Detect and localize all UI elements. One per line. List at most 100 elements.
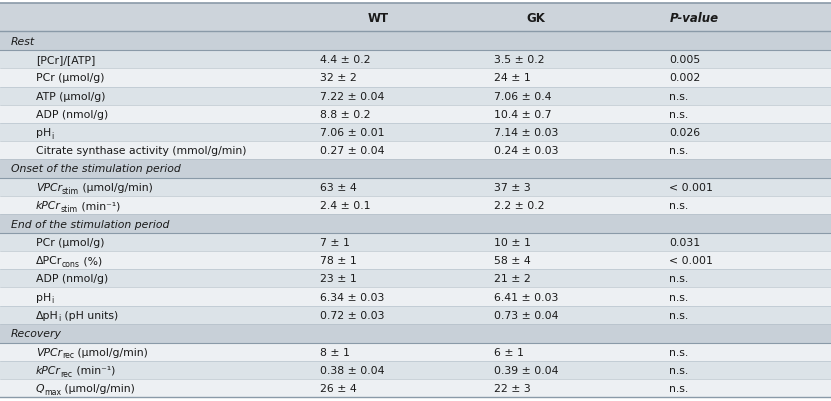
- Text: End of the stimulation period: End of the stimulation period: [11, 219, 170, 229]
- Text: n.s.: n.s.: [669, 347, 688, 357]
- Text: < 0.001: < 0.001: [669, 182, 713, 192]
- Text: ADP (nmol/g): ADP (nmol/g): [36, 109, 108, 119]
- Text: 63 ± 4: 63 ± 4: [320, 182, 356, 192]
- Text: 7.06 ± 0.4: 7.06 ± 0.4: [494, 91, 552, 101]
- Text: 58 ± 4: 58 ± 4: [494, 256, 531, 265]
- Text: (min⁻¹): (min⁻¹): [78, 200, 120, 211]
- Text: i: i: [58, 314, 61, 322]
- Bar: [0, 87, 831, 105]
- Text: n.s.: n.s.: [669, 383, 688, 393]
- Text: (μmol/g/min): (μmol/g/min): [61, 383, 135, 393]
- Text: n.s.: n.s.: [669, 109, 688, 119]
- Bar: [0, 196, 831, 215]
- Text: 2.4 ± 0.1: 2.4 ± 0.1: [320, 200, 371, 211]
- Text: rec: rec: [61, 350, 74, 359]
- Text: n.s.: n.s.: [669, 274, 688, 284]
- Text: i: i: [51, 131, 53, 140]
- Text: kPCr: kPCr: [36, 200, 61, 211]
- Text: 37 ± 3: 37 ± 3: [494, 182, 531, 192]
- Text: Recovery: Recovery: [11, 328, 61, 338]
- Text: pH: pH: [36, 292, 51, 302]
- Text: P-value: P-value: [669, 12, 719, 24]
- Text: 2.2 ± 0.2: 2.2 ± 0.2: [494, 200, 545, 211]
- Text: n.s.: n.s.: [669, 292, 688, 302]
- Text: GK: GK: [527, 12, 545, 24]
- Text: 0.002: 0.002: [669, 73, 701, 83]
- Bar: [0, 269, 831, 288]
- Text: 10 ± 1: 10 ± 1: [494, 237, 531, 247]
- Text: < 0.001: < 0.001: [669, 256, 713, 265]
- Bar: [0, 324, 831, 343]
- Text: [PCr]/[ATP]: [PCr]/[ATP]: [36, 55, 95, 65]
- Text: 26 ± 4: 26 ± 4: [320, 383, 356, 393]
- Text: Onset of the stimulation period: Onset of the stimulation period: [11, 164, 180, 174]
- Text: 0.39 ± 0.04: 0.39 ± 0.04: [494, 365, 559, 375]
- Text: 4.4 ± 0.2: 4.4 ± 0.2: [320, 55, 371, 65]
- Text: VPCr: VPCr: [36, 347, 61, 357]
- Text: 8.8 ± 0.2: 8.8 ± 0.2: [320, 109, 371, 119]
- Text: (μmol/g/min): (μmol/g/min): [74, 347, 148, 357]
- Text: ΔpH: ΔpH: [36, 310, 58, 320]
- Text: 0.73 ± 0.04: 0.73 ± 0.04: [494, 310, 559, 320]
- Text: 78 ± 1: 78 ± 1: [320, 256, 356, 265]
- Bar: [0, 215, 831, 233]
- Text: PCr (μmol/g): PCr (μmol/g): [36, 73, 104, 83]
- Bar: [0, 160, 831, 178]
- Text: 3.5 ± 0.2: 3.5 ± 0.2: [494, 55, 545, 65]
- Text: 6.41 ± 0.03: 6.41 ± 0.03: [494, 292, 558, 302]
- Text: PCr (μmol/g): PCr (μmol/g): [36, 237, 104, 247]
- Text: 8 ± 1: 8 ± 1: [320, 347, 350, 357]
- Bar: [0, 51, 831, 69]
- Text: 0.27 ± 0.04: 0.27 ± 0.04: [320, 146, 385, 156]
- Text: 0.24 ± 0.03: 0.24 ± 0.03: [494, 146, 559, 156]
- Text: Rest: Rest: [11, 37, 35, 47]
- Bar: [0, 251, 831, 269]
- Text: WT: WT: [367, 12, 389, 24]
- Text: 7 ± 1: 7 ± 1: [320, 237, 350, 247]
- Bar: [0, 142, 831, 160]
- Text: pH: pH: [36, 128, 51, 138]
- Text: ADP (nmol/g): ADP (nmol/g): [36, 274, 108, 284]
- Bar: [0, 379, 831, 397]
- Bar: [0, 69, 831, 87]
- Text: 0.026: 0.026: [669, 128, 700, 138]
- Text: 24 ± 1: 24 ± 1: [494, 73, 531, 83]
- Text: 21 ± 2: 21 ± 2: [494, 274, 531, 284]
- Bar: [0, 343, 831, 361]
- Text: 0.72 ± 0.03: 0.72 ± 0.03: [320, 310, 385, 320]
- Text: (min⁻¹): (min⁻¹): [73, 365, 116, 375]
- Text: 23 ± 1: 23 ± 1: [320, 274, 356, 284]
- Text: 6.34 ± 0.03: 6.34 ± 0.03: [320, 292, 384, 302]
- Text: 0.38 ± 0.04: 0.38 ± 0.04: [320, 365, 385, 375]
- Bar: [0, 105, 831, 124]
- Text: n.s.: n.s.: [669, 91, 688, 101]
- Text: (%): (%): [80, 256, 102, 265]
- Text: kPCr: kPCr: [36, 365, 61, 375]
- Text: 32 ± 2: 32 ± 2: [320, 73, 356, 83]
- Text: 22 ± 3: 22 ± 3: [494, 383, 531, 393]
- Bar: [0, 4, 831, 32]
- Text: n.s.: n.s.: [669, 146, 688, 156]
- Text: 7.14 ± 0.03: 7.14 ± 0.03: [494, 128, 558, 138]
- Text: i: i: [51, 296, 53, 304]
- Text: n.s.: n.s.: [669, 310, 688, 320]
- Text: (pH units): (pH units): [61, 310, 118, 320]
- Bar: [0, 288, 831, 306]
- Text: Citrate synthase activity (mmol/g/min): Citrate synthase activity (mmol/g/min): [36, 146, 246, 156]
- Text: (μmol/g/min): (μmol/g/min): [79, 182, 153, 192]
- Bar: [0, 233, 831, 251]
- Text: ΔPCr: ΔPCr: [36, 256, 62, 265]
- Bar: [0, 361, 831, 379]
- Text: 7.22 ± 0.04: 7.22 ± 0.04: [320, 91, 384, 101]
- Text: 6 ± 1: 6 ± 1: [494, 347, 524, 357]
- Text: stim: stim: [61, 205, 78, 213]
- Text: n.s.: n.s.: [669, 200, 688, 211]
- Text: stim: stim: [61, 186, 79, 195]
- Bar: [0, 306, 831, 324]
- Text: cons: cons: [62, 259, 80, 268]
- Text: ATP (μmol/g): ATP (μmol/g): [36, 91, 106, 101]
- Bar: [0, 32, 831, 51]
- Text: max: max: [44, 387, 61, 396]
- Text: Q: Q: [36, 383, 44, 393]
- Text: rec: rec: [61, 369, 73, 378]
